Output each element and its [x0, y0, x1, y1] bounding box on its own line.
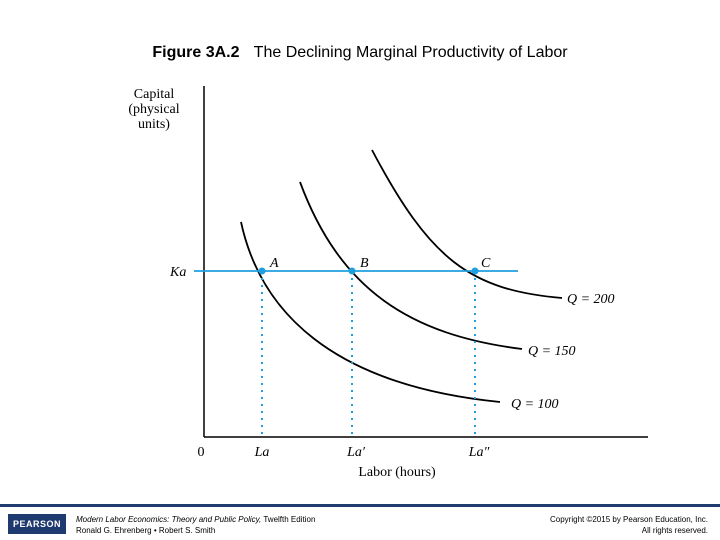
point-b: [348, 267, 356, 275]
footer-edition: Twelfth Edition: [261, 515, 316, 524]
labor-label-c: La″: [468, 445, 490, 460]
footer-book-info: Modern Labor Economics: Theory and Publi…: [76, 514, 315, 536]
footer-rights-line: All rights reserved.: [641, 526, 708, 535]
isoquant-label-q100: Q = 100: [511, 397, 559, 412]
footer-copyright-line: Copyright ©2015 by Pearson Education, In…: [550, 515, 708, 524]
y-axis-label-line-1: Capital: [134, 87, 175, 102]
point-c-label: C: [481, 256, 491, 271]
isoquant-diagram: Capital (physical units) Q = 100 Q = 150…: [128, 86, 648, 480]
labor-label-b: La′: [346, 445, 366, 460]
footer-authors: Ronald G. Ehrenberg • Robert S. Smith: [76, 526, 216, 535]
isoquant-curve-q200: [371, 149, 563, 299]
labor-label-a: La: [254, 445, 270, 460]
point-c: [471, 267, 479, 275]
footer-divider: [0, 504, 720, 507]
footer-copyright: Copyright ©2015 by Pearson Education, In…: [550, 514, 708, 536]
figure-caption: The Declining Marginal Productivity of L…: [253, 44, 568, 61]
isoquant-label-q200: Q = 200: [567, 292, 615, 307]
pearson-logo: PEARSON: [8, 514, 66, 534]
pearson-logo-text: PEARSON: [12, 519, 61, 529]
footer-book-title: Modern Labor Economics: Theory and Publi…: [76, 515, 262, 524]
isoquant-curve-q150: [299, 181, 523, 350]
point-a: [258, 267, 266, 275]
isoquant-curve-q100: [240, 221, 501, 403]
point-b-label: B: [360, 256, 369, 271]
x-axis-label: Labor (hours): [358, 465, 436, 480]
isoquant-label-q150: Q = 150: [528, 344, 576, 359]
origin-label: 0: [198, 445, 205, 460]
point-a-label: A: [269, 256, 279, 271]
figure-title: Figure 3A.2 The Declining Marginal Produ…: [0, 44, 720, 62]
y-axis-label-line-2: (physical: [128, 102, 179, 117]
figure-number: Figure 3A.2: [152, 44, 240, 61]
y-axis-label-line-3: units): [138, 117, 170, 132]
capital-level-label: Ka: [169, 265, 186, 280]
